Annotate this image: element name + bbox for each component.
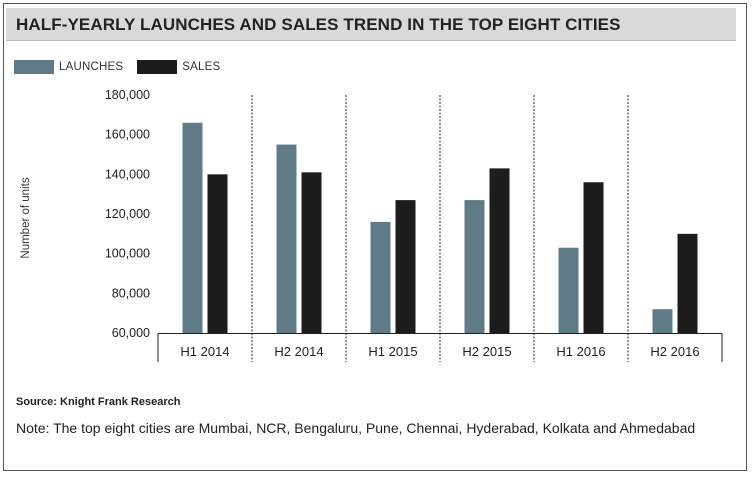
- bar-launches-h2-2015: [464, 200, 485, 333]
- y-tick-label: 100,000: [105, 247, 150, 261]
- x-tick-label: H1 2014: [180, 344, 229, 359]
- bar-sales-h2-2014: [301, 172, 322, 333]
- x-tick-label: H2 2015: [462, 344, 511, 359]
- y-tick-label: 180,000: [105, 88, 150, 102]
- y-tick-label: 160,000: [105, 128, 150, 142]
- legend-item-launches: LAUNCHES: [14, 60, 123, 74]
- bar-sales-h1-2015: [395, 200, 416, 333]
- note-text: Note: The top eight cities are Mumbai, N…: [16, 420, 696, 436]
- x-tick-label: H2 2014: [274, 344, 323, 359]
- y-tick-label: 140,000: [105, 167, 150, 181]
- legend-swatch-sales: [137, 60, 178, 74]
- y-tick-label: 80,000: [112, 286, 150, 300]
- bar-launches-h1-2014: [182, 122, 203, 334]
- legend: LAUNCHES SALES: [14, 58, 234, 76]
- bar-sales-h2-2016: [677, 233, 698, 333]
- chart-title: HALF-YEARLY LAUNCHES AND SALES TREND IN …: [16, 15, 621, 34]
- bar-sales-h2-2015: [489, 168, 510, 333]
- legend-label-sales: SALES: [182, 61, 221, 73]
- legend-swatch-launches: [14, 60, 54, 74]
- y-tick-label: 120,000: [105, 207, 150, 221]
- bar-launches-h1-2016: [558, 247, 579, 333]
- bar-launches-h1-2015: [370, 221, 391, 333]
- legend-label-launches: LAUNCHES: [59, 61, 124, 73]
- bar-launches-h2-2016: [652, 309, 673, 333]
- bar-sales-h1-2016: [583, 182, 604, 333]
- x-tick-label: H2 2016: [650, 344, 699, 359]
- x-tick-label: H1 2016: [556, 344, 605, 359]
- y-tick-label: 60,000: [112, 326, 150, 340]
- bar-sales-h1-2014: [207, 174, 228, 333]
- x-tick-label: H1 2015: [368, 344, 417, 359]
- source-text: Source: Knight Frank Research: [16, 396, 181, 408]
- title-bar: HALF-YEARLY LAUNCHES AND SALES TREND IN …: [6, 8, 736, 41]
- legend-item-sales: SALES: [137, 60, 220, 74]
- bar-launches-h2-2014: [276, 144, 297, 333]
